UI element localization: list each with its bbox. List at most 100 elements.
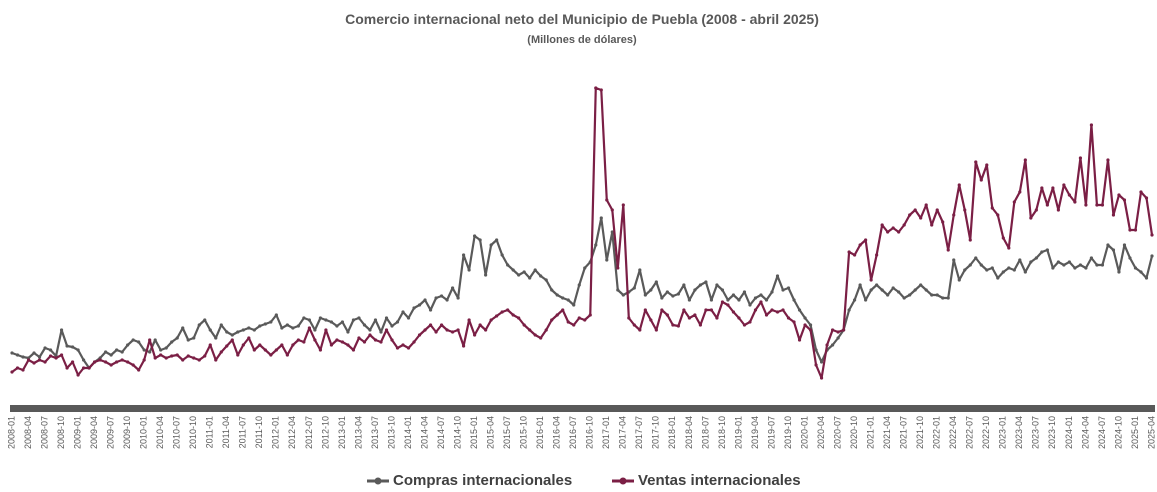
point <box>583 318 587 322</box>
x-tick-label: 2017-01 <box>601 416 611 449</box>
point <box>373 338 378 342</box>
point <box>65 344 69 348</box>
point <box>759 293 763 297</box>
point <box>1045 248 1049 252</box>
x-axis <box>10 405 1155 412</box>
point <box>616 288 620 292</box>
point <box>1150 233 1154 237</box>
point <box>847 308 851 312</box>
point <box>1089 123 1094 127</box>
point <box>660 296 664 300</box>
point <box>819 376 824 380</box>
point <box>1051 186 1055 190</box>
point <box>241 328 245 332</box>
point <box>76 373 80 377</box>
point <box>439 323 444 327</box>
x-tick-label: 2019-07 <box>766 416 776 449</box>
point <box>886 293 890 297</box>
point <box>247 326 251 330</box>
point <box>539 274 543 278</box>
point <box>148 350 152 354</box>
point <box>544 278 548 282</box>
point <box>561 296 565 300</box>
point <box>726 298 730 302</box>
x-tick-label: 2020-01 <box>799 416 809 449</box>
x-tick-label: 2021-07 <box>899 416 909 449</box>
point <box>500 310 504 314</box>
x-tick-label: 2019-04 <box>750 416 760 449</box>
x-tick-label: 2015-01 <box>469 416 479 449</box>
point <box>698 323 703 327</box>
point <box>313 328 317 332</box>
point <box>473 333 477 337</box>
x-tick-label: 2020-04 <box>816 416 826 449</box>
point <box>21 355 25 359</box>
point <box>357 316 361 320</box>
x-tick-label: 2023-01 <box>998 416 1008 449</box>
point <box>26 358 31 362</box>
point <box>1029 216 1033 220</box>
point <box>302 316 306 320</box>
point <box>225 330 229 334</box>
point <box>1128 228 1132 232</box>
x-tick-label: 2011-10 <box>254 416 264 448</box>
x-tick-label: 2012-04 <box>287 416 297 449</box>
point <box>792 298 796 302</box>
point <box>963 208 967 212</box>
point <box>98 358 102 362</box>
point <box>682 308 686 312</box>
x-tick-label: 2015-07 <box>502 416 512 449</box>
point <box>170 340 174 344</box>
point <box>632 323 636 327</box>
point <box>610 230 614 234</box>
x-tick-label: 2012-07 <box>304 416 314 449</box>
point <box>274 348 278 352</box>
x-tick-label: 2014-04 <box>419 416 429 449</box>
x-tick-label: 2018-07 <box>700 416 710 449</box>
x-tick-label: 2025-04 <box>1146 416 1156 449</box>
x-tick-label: 2013-01 <box>337 416 347 449</box>
point <box>742 290 747 294</box>
point <box>241 343 245 347</box>
point <box>478 238 482 242</box>
x-tick-label: 2024-10 <box>1113 416 1123 449</box>
point <box>450 286 455 290</box>
point <box>643 308 647 312</box>
point <box>891 286 895 290</box>
x-tick-label: 2010-07 <box>172 416 182 449</box>
point <box>395 346 400 350</box>
x-tick-label: 2015-10 <box>519 416 529 449</box>
point <box>120 350 124 354</box>
x-tick-label: 2014-01 <box>403 416 413 449</box>
point <box>952 213 956 217</box>
point <box>181 358 185 362</box>
x-tick-label: 2016-10 <box>585 416 595 449</box>
point <box>698 283 703 287</box>
point <box>935 293 939 297</box>
point <box>979 263 983 267</box>
point <box>687 316 691 320</box>
point <box>1007 266 1011 270</box>
point <box>539 336 543 340</box>
point <box>461 344 466 348</box>
point <box>1084 203 1088 207</box>
point <box>1040 186 1044 190</box>
point <box>489 243 493 247</box>
point <box>555 293 559 297</box>
point <box>875 283 879 287</box>
point <box>291 343 295 347</box>
point <box>775 310 780 314</box>
point <box>219 350 223 354</box>
point <box>329 343 334 347</box>
point <box>753 296 758 300</box>
point <box>715 283 719 287</box>
point <box>1078 156 1083 160</box>
x-tick-label: 2024-01 <box>1064 416 1074 449</box>
point <box>445 298 449 302</box>
point <box>748 303 752 307</box>
x-tick-label: 2012-01 <box>271 416 281 449</box>
point <box>115 360 119 364</box>
point <box>996 276 1000 280</box>
point <box>390 338 394 342</box>
point <box>1034 208 1038 212</box>
